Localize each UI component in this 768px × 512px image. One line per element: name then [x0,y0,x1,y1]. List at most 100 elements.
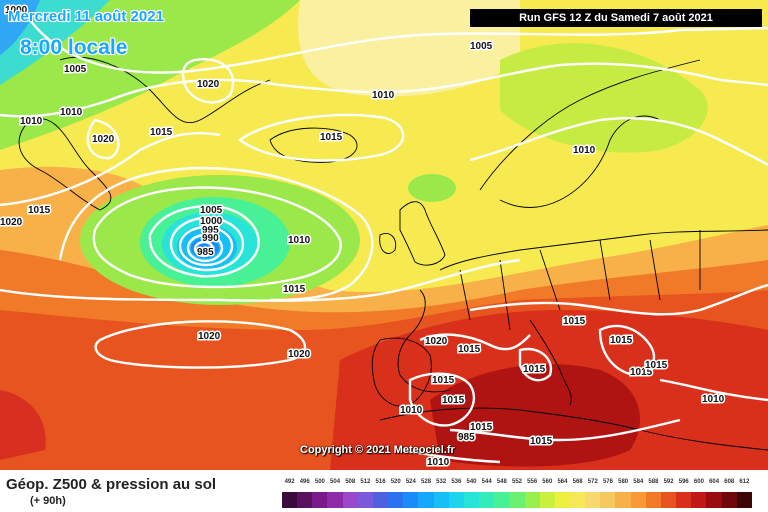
isobar-label: 1010 [702,394,725,405]
isobar-1010-scandinavia [469,117,768,167]
isobar-label: 1005 [64,64,87,75]
scale-label: 524 [405,479,416,485]
scale-label: 504 [330,479,341,485]
scale-swatch [736,492,752,508]
scale-swatch [494,492,510,508]
isobar-label: 1020 [198,331,221,342]
isobar-1005-north [29,19,768,74]
scale-label: 548 [496,479,507,485]
field-band-red-sw [0,390,46,460]
isobar-label: 1015 [458,344,481,355]
isobar-label: 1020 [92,134,115,145]
isobar-label: 1015 [530,436,553,447]
isobar-label: 985 [458,432,475,443]
scale-swatch [418,492,434,508]
scale-swatch [342,492,358,508]
scale-swatch [327,492,343,508]
isobar-1015-africa [449,418,681,442]
scale-label: 560 [542,479,553,485]
scale-swatch [463,492,480,508]
scale-label: 600 [693,479,704,485]
isobar-label: 1010 [372,90,395,101]
isobar-label: 1015 [442,395,465,406]
copyright-text: Copyright © 2021 Meteociel.fr [300,444,455,456]
scale-swatch [630,492,646,508]
scale-swatch [554,492,570,508]
scale-label: 508 [345,479,356,485]
scale-swatch [388,492,404,508]
scale-swatch [585,492,601,508]
color-scale-bar [282,492,752,508]
scale-swatch [372,492,389,508]
scale-label: 584 [633,479,644,485]
border-lines [459,230,701,331]
low-center-label: 985 [197,247,214,258]
isobar-1015-iceland [237,113,405,162]
scale-label: 580 [618,479,629,485]
scale-label: 588 [648,479,659,485]
scale-label: 608 [724,479,735,485]
isobar-label: 1020 [425,336,448,347]
scale-label: 500 [314,479,325,485]
isobar-label: 1010 [573,145,596,156]
isobar-label: 1015 [563,316,586,327]
scale-swatch [403,492,419,508]
isobar-1015-europe [469,283,768,316]
scale-label: 544 [481,479,492,485]
scale-label: 512 [360,479,371,485]
isobar-label: 1015 [320,132,343,143]
scale-label: 496 [299,479,310,485]
scale-label: 568 [572,479,583,485]
scale-swatch [509,492,525,508]
scale-label: 596 [678,479,689,485]
isobar-1015-mediterranean [408,372,476,427]
scale-label: 572 [587,479,598,485]
scale-swatch [691,492,707,508]
forecast-local-time: 8:00 locale [20,36,128,59]
isobar-1005-low [148,204,260,278]
isobar-label: 1015 [28,205,51,216]
isobar-label: 1005 [470,41,493,52]
scale-swatch [312,492,328,508]
isobar-1020-europe [419,333,531,351]
coast-greenland [18,56,271,211]
isobar-1020-atlantic [94,320,307,369]
isobar-label: 1015 [470,422,493,433]
isobar-1015-atlantic-south [0,258,521,302]
low-isobar-label: 995 [202,225,219,236]
scale-swatch [706,492,722,508]
isobar-label: 1010 [400,405,423,416]
scale-swatch [433,492,449,508]
isobar-990-low [186,233,224,263]
legend-footer: Géop. Z500 & pression au sol (+ 90h) 492… [0,470,768,512]
isobar-label: 1020 [288,349,311,360]
scale-label: 528 [421,479,432,485]
isobar-label: 1020 [197,79,220,90]
isobar-label: 1010 [427,457,450,468]
low-isobar-label: 1000 [200,216,223,227]
model-run-label: Run GFS 12 Z du Samedi 7 août 2021 [470,9,762,27]
coast-iberia [371,337,432,407]
scale-label: 592 [663,479,674,485]
isobar-label: 1015 [610,335,633,346]
scale-label: 564 [557,479,568,485]
scale-swatch [297,492,313,508]
scale-swatch [660,492,677,508]
isobar-label: 1020 [0,217,23,228]
isobar-1015-low-wrap [58,166,374,302]
isobar-label: 1010 [20,116,43,127]
isobar-1015-west [0,132,221,207]
scale-swatch [600,492,616,508]
isobar-1015-balkans [598,324,656,377]
isobar-label: 1015 [523,364,546,375]
scale-label: 612 [739,479,750,485]
isobar-1000-low [169,216,245,272]
cell-green-uk [408,174,456,202]
coast-italy [529,319,572,406]
isobar-1020-greenland [86,118,120,160]
scale-swatch [357,492,373,508]
scale-label: 516 [375,479,386,485]
scale-swatch [676,492,692,508]
field-band-light-yellow-n [298,0,520,97]
scale-swatch [282,492,298,508]
